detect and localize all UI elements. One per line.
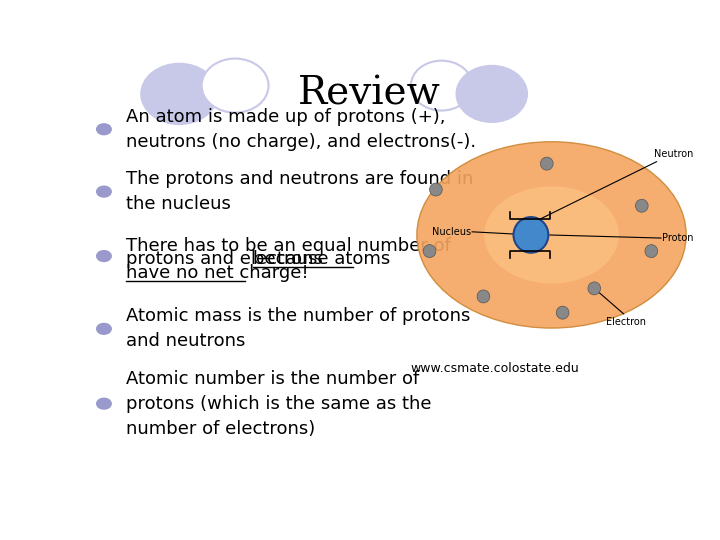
Text: have no net charge!: have no net charge! <box>126 264 309 282</box>
Text: Proton: Proton <box>662 233 694 243</box>
Circle shape <box>423 245 436 258</box>
Circle shape <box>477 290 490 303</box>
Text: because atoms: because atoms <box>253 251 391 268</box>
Text: Nucleus: Nucleus <box>432 227 472 237</box>
Text: protons and electrons: protons and electrons <box>126 251 329 268</box>
Circle shape <box>96 323 111 334</box>
Circle shape <box>430 183 442 196</box>
Text: An atom is made up of protons (+),
neutrons (no charge), and electrons(-).: An atom is made up of protons (+), neutr… <box>126 108 477 151</box>
Text: Atomic mass is the number of protons
and neutrons: Atomic mass is the number of protons and… <box>126 307 471 350</box>
Ellipse shape <box>456 65 528 123</box>
Circle shape <box>96 186 111 197</box>
Circle shape <box>96 124 111 134</box>
Text: Neutron: Neutron <box>654 149 693 159</box>
Ellipse shape <box>202 58 269 113</box>
Text: There has to be an equal number of: There has to be an equal number of <box>126 237 451 255</box>
Text: Electron: Electron <box>606 318 646 327</box>
Ellipse shape <box>513 217 549 253</box>
Ellipse shape <box>140 63 218 125</box>
Circle shape <box>645 245 657 258</box>
Circle shape <box>636 199 648 212</box>
Circle shape <box>96 399 111 409</box>
Ellipse shape <box>417 142 686 328</box>
Text: The protons and neutrons are found in
the nucleus: The protons and neutrons are found in th… <box>126 170 474 213</box>
Circle shape <box>96 251 111 261</box>
Circle shape <box>588 282 600 295</box>
Text: Atomic number is the number of
protons (which is the same as the
number of elect: Atomic number is the number of protons (… <box>126 370 432 438</box>
Text: Review: Review <box>297 76 441 112</box>
Circle shape <box>557 306 569 319</box>
Text: www.csmate.colostate.edu: www.csmate.colostate.edu <box>411 362 580 375</box>
Ellipse shape <box>411 60 472 111</box>
Ellipse shape <box>485 186 619 284</box>
Circle shape <box>541 157 553 170</box>
